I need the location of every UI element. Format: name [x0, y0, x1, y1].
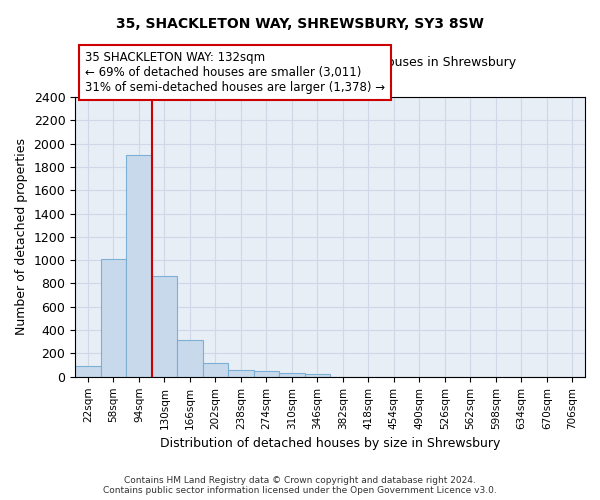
Bar — [126, 155, 152, 377]
Text: 35 SHACKLETON WAY: 132sqm
← 69% of detached houses are smaller (3,011)
31% of se: 35 SHACKLETON WAY: 132sqm ← 69% of detac… — [85, 51, 385, 94]
Bar — [152, 276, 177, 377]
Text: 35, SHACKLETON WAY, SHREWSBURY, SY3 8SW: 35, SHACKLETON WAY, SHREWSBURY, SY3 8SW — [116, 18, 484, 32]
Bar — [177, 340, 203, 377]
Bar — [254, 371, 279, 377]
Text: Contains HM Land Registry data © Crown copyright and database right 2024.
Contai: Contains HM Land Registry data © Crown c… — [103, 476, 497, 495]
Bar — [305, 374, 330, 377]
Bar — [279, 374, 305, 377]
Bar — [228, 370, 254, 377]
Bar — [203, 363, 228, 377]
X-axis label: Distribution of detached houses by size in Shrewsbury: Distribution of detached houses by size … — [160, 437, 500, 450]
Title: Size of property relative to detached houses in Shrewsbury: Size of property relative to detached ho… — [145, 56, 515, 70]
Bar — [101, 259, 126, 377]
Y-axis label: Number of detached properties: Number of detached properties — [15, 138, 28, 336]
Bar — [75, 366, 101, 377]
